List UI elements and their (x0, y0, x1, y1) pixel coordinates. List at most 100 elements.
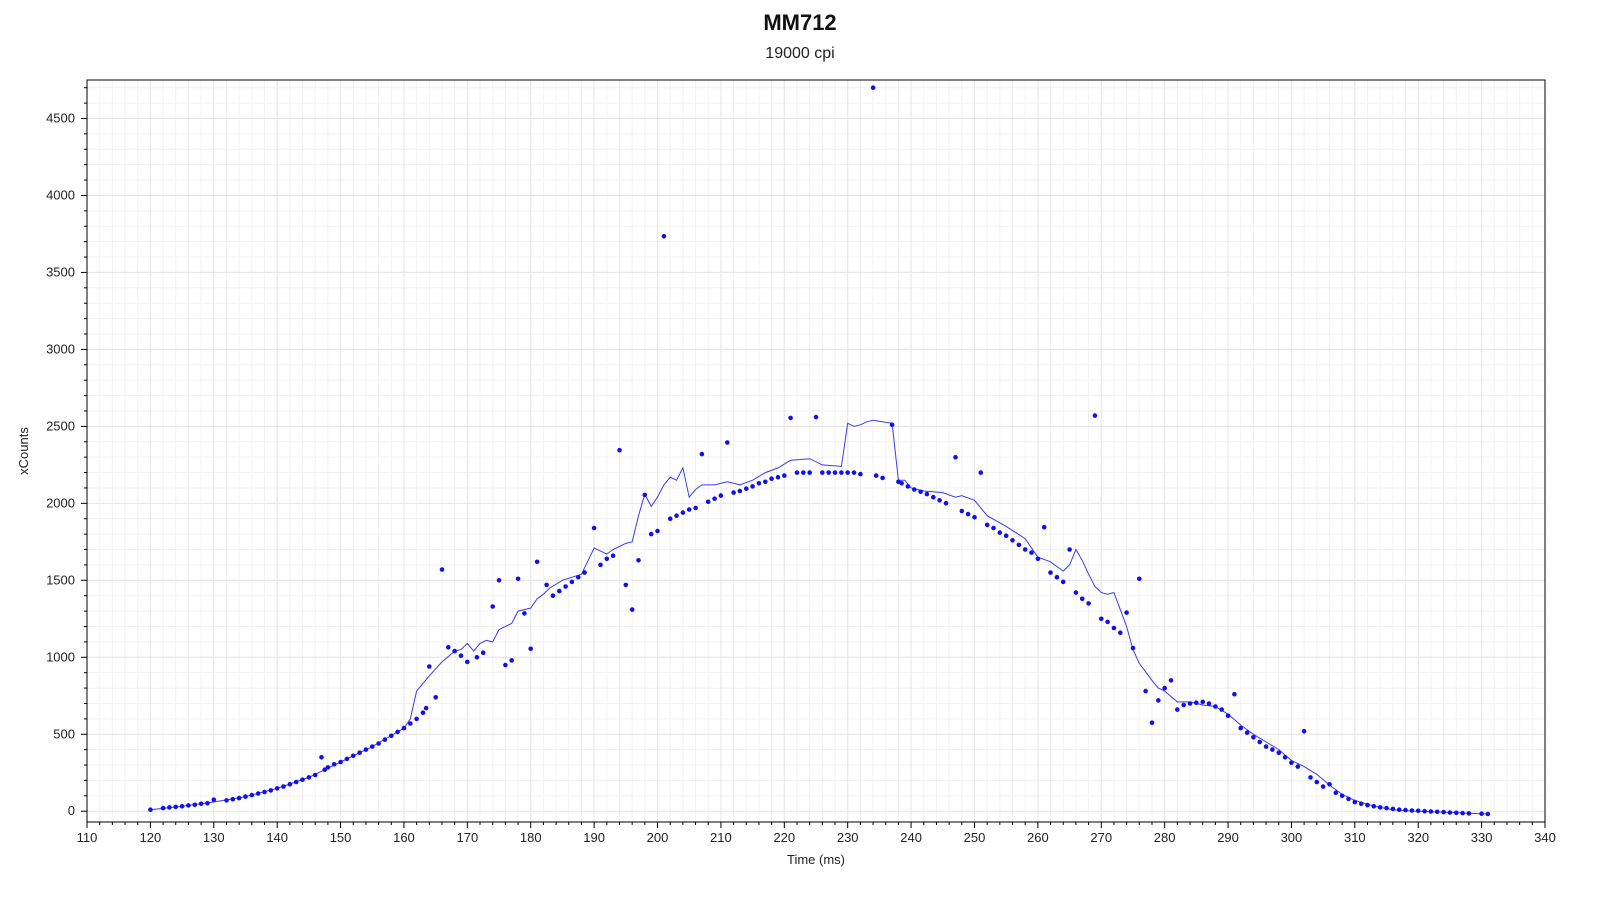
data-point (845, 470, 850, 475)
data-point (1257, 739, 1262, 745)
x-tick-label: 170 (456, 830, 478, 845)
data-point (959, 508, 965, 514)
data-point (1105, 619, 1110, 625)
data-point (1289, 760, 1294, 765)
data-point (306, 775, 312, 780)
x-tick-label: 190 (583, 830, 605, 845)
data-point (775, 474, 781, 480)
data-point (763, 479, 768, 485)
data-point (924, 491, 930, 497)
data-point (1225, 713, 1231, 719)
data-point (423, 705, 429, 711)
data-point (750, 484, 755, 489)
data-point (851, 470, 857, 475)
y-tick-label: 3500 (46, 264, 75, 279)
data-point (1396, 807, 1402, 812)
data-point (1415, 808, 1421, 814)
plot-frame (86, 79, 1546, 823)
data-point (1175, 707, 1180, 712)
x-tick-label: 220 (773, 830, 795, 845)
data-point (420, 710, 426, 715)
data-point (1485, 811, 1491, 817)
data-point (1333, 790, 1339, 796)
data-point (465, 659, 470, 665)
data-point (899, 481, 904, 486)
series-line (150, 419, 1488, 815)
data-point (1022, 547, 1028, 552)
data-point (408, 721, 413, 726)
data-point (972, 514, 977, 520)
data-point (322, 767, 328, 772)
data-point (1263, 744, 1269, 749)
data-point (414, 716, 419, 722)
data-point (661, 234, 667, 239)
data-point (718, 493, 724, 498)
data-point (1010, 538, 1015, 543)
data-point (198, 801, 204, 807)
data-point (725, 440, 730, 445)
data-point (686, 507, 692, 512)
data-point (610, 553, 616, 558)
data-point (1054, 574, 1060, 580)
data-point (1327, 782, 1332, 787)
data-point (515, 576, 521, 582)
data-point (782, 473, 787, 478)
data-point (873, 473, 879, 478)
data-point (642, 492, 648, 498)
data-point (281, 784, 286, 789)
data-point (148, 807, 153, 812)
data-point (179, 804, 185, 809)
x-tick-label: 300 (1281, 830, 1303, 845)
data-point (319, 755, 324, 760)
data-point (1466, 811, 1472, 816)
data-point (1339, 793, 1345, 799)
data-point (1238, 725, 1243, 731)
data-point (1365, 802, 1370, 808)
data-point (826, 470, 831, 475)
x-tick-label: 140 (266, 830, 288, 845)
data-point (667, 516, 673, 521)
data-point (604, 556, 610, 562)
data-point (807, 470, 812, 475)
data-point (1213, 704, 1218, 709)
data-point (300, 777, 305, 782)
data-point (680, 510, 686, 515)
data-point (699, 451, 705, 457)
x-tick-label: 290 (1217, 830, 1239, 845)
x-tick-label: 160 (393, 830, 415, 845)
data-point (705, 499, 711, 505)
data-point (1149, 720, 1155, 725)
data-point (1270, 747, 1275, 752)
data-point (243, 794, 248, 799)
data-point (173, 804, 178, 810)
data-point (629, 607, 635, 612)
x-tick-label: 330 (1471, 830, 1493, 845)
data-point (1377, 805, 1383, 810)
data-point (943, 501, 949, 506)
data-point (1390, 806, 1396, 812)
data-point (737, 488, 743, 494)
y-tick-label: 2500 (46, 418, 75, 433)
data-point (1118, 630, 1123, 635)
x-tick-label: 180 (520, 830, 542, 845)
chart-title: MM712 (763, 10, 837, 35)
data-point (744, 486, 749, 492)
data-point (756, 481, 762, 486)
data-point (1479, 811, 1484, 816)
data-point (370, 744, 375, 749)
data-point (598, 562, 603, 568)
x-tick-label: 270 (1090, 830, 1112, 845)
data-point (1276, 750, 1282, 755)
x-tick-label: 130 (203, 830, 225, 845)
y-tick-label: 500 (53, 726, 75, 741)
y-tick-label: 1500 (46, 572, 75, 587)
data-point (569, 579, 575, 585)
data-point (918, 489, 923, 495)
data-point (205, 800, 210, 806)
data-point (1320, 784, 1326, 789)
data-point (544, 582, 549, 588)
data-point (439, 567, 445, 572)
data-point (1124, 610, 1129, 615)
data-point (427, 664, 432, 669)
